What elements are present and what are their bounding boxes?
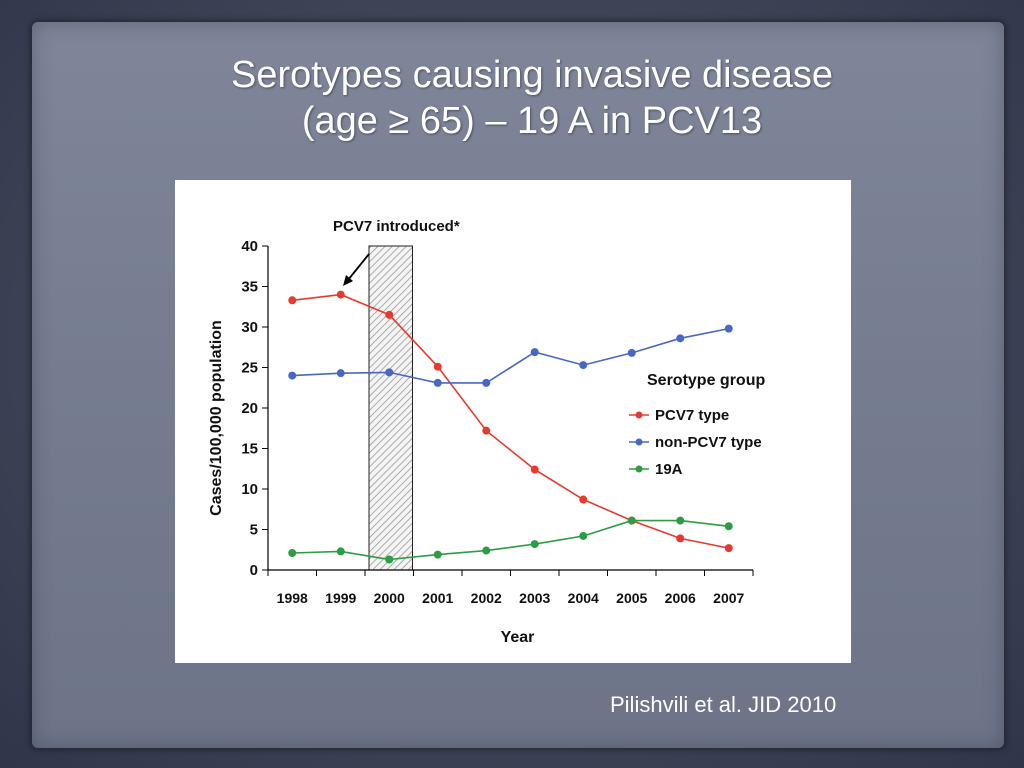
x-tick-label: 2000 — [374, 590, 405, 606]
data-point — [579, 531, 588, 540]
legend-title: Serotype group — [647, 372, 765, 389]
x-tick-label: 1999 — [325, 590, 356, 606]
line-chart: 0 5 10 15 20 25 30 35 40 1998 1999 2000 2001 2002 2003… — [208, 218, 765, 646]
x-tick-label: 2004 — [568, 590, 599, 606]
data-point — [482, 378, 491, 387]
data-point — [724, 544, 733, 553]
data-point — [433, 378, 442, 387]
data-point — [288, 371, 297, 380]
y-tick-label: 40 — [241, 238, 258, 255]
y-tick-label: 10 — [241, 481, 258, 498]
data-point — [627, 348, 636, 357]
annotation-pcv7-introduced: PCV7 introduced* — [333, 218, 460, 235]
data-point — [676, 334, 685, 343]
citation: Pilishvili et al. JID 2010 — [610, 692, 837, 717]
data-point — [724, 324, 733, 333]
data-point — [385, 368, 394, 377]
y-tick-label: 25 — [241, 360, 258, 377]
data-point — [676, 534, 685, 543]
data-point — [433, 362, 442, 371]
data-point — [530, 465, 539, 474]
data-point — [579, 495, 588, 504]
data-point — [482, 546, 491, 555]
data-point — [288, 296, 297, 305]
y-axis-title: Cases/100,000 population — [208, 320, 225, 516]
y-tick-label: 0 — [250, 562, 258, 579]
x-tick-label: 2007 — [713, 590, 744, 606]
x-tick-label: 2001 — [422, 590, 453, 606]
data-point — [724, 522, 733, 531]
title-line-1: Serotypes causing invasive disease — [230, 54, 833, 96]
data-point — [385, 310, 394, 319]
series-line-non-pcv7-type — [292, 327, 729, 384]
series-line-pcv7-type — [292, 293, 729, 549]
data-point — [627, 516, 636, 525]
legend-swatch-marker — [635, 438, 643, 446]
legend-entry: non-PCV7 type — [655, 434, 762, 451]
data-point — [385, 555, 394, 564]
title-line-2: (age ≥ 65) – 19 A in PCV13 — [301, 100, 763, 142]
chart-container: 0 5 10 15 20 25 30 35 40 1998 1999 2000 2001 2002 2003… — [175, 180, 851, 663]
data-point — [336, 290, 345, 299]
slide-title: Serotypes causing invasive disease (age … — [112, 52, 952, 144]
legend-entry: 19A — [655, 461, 683, 478]
annotation-arrowhead-icon — [343, 275, 353, 286]
data-point — [676, 516, 685, 525]
y-tick-label: 35 — [241, 279, 258, 296]
x-tick-label: 2006 — [665, 590, 696, 606]
y-tick-label: 20 — [241, 400, 258, 417]
legend-entry: PCV7 type — [655, 407, 729, 424]
pcv7-introduction-period — [368, 245, 413, 571]
data-point — [482, 426, 491, 435]
x-axis-title: Year — [501, 629, 535, 646]
data-point — [288, 548, 297, 557]
data-point — [336, 369, 345, 378]
x-tick-label: 2002 — [471, 590, 502, 606]
x-tick-label: 1998 — [277, 590, 308, 606]
series-line-19a — [292, 519, 729, 561]
x-tick-label: 2003 — [519, 590, 550, 606]
annotation-arrow-icon — [347, 253, 370, 281]
y-tick-label: 30 — [241, 319, 258, 336]
y-tick-label: 5 — [250, 522, 258, 539]
legend-swatch-marker — [635, 411, 643, 419]
data-point — [433, 550, 442, 559]
data-point — [336, 547, 345, 556]
x-tick-label: 2005 — [616, 590, 647, 606]
data-point — [530, 540, 539, 549]
data-point — [579, 361, 588, 370]
y-tick-label: 15 — [241, 441, 258, 458]
legend-swatch-marker — [635, 465, 643, 473]
data-point — [530, 348, 539, 357]
